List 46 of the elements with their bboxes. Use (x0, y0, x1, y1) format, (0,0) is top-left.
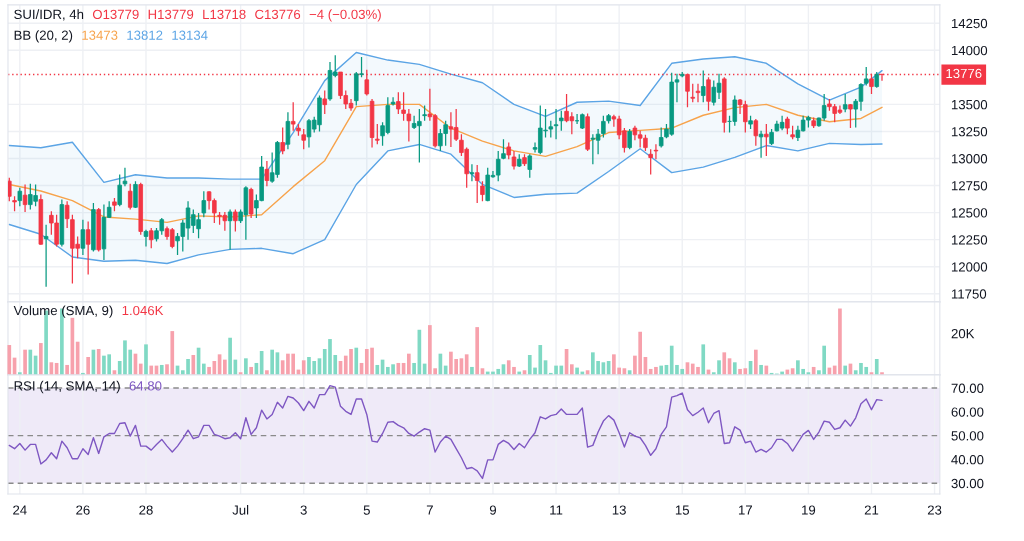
x-tick-label: 28 (139, 505, 153, 515)
text: BB (20, 2) (14, 30, 73, 43)
x-tick-label: 24 (13, 505, 27, 515)
x-tick-label: 13 (612, 505, 626, 515)
y-tick-label: 40.00 (951, 454, 984, 465)
x-tick-label: 19 (802, 505, 816, 515)
y-tick-label: 13500 (951, 99, 988, 110)
y-tick-label: 12250 (951, 235, 988, 245)
annotation: 64.80 (129, 381, 162, 391)
annotation: H13779 (148, 9, 194, 20)
y-tick-label: 11750 (951, 289, 987, 299)
x-tick-label: 15 (675, 505, 690, 515)
x-tick-label: 23 (927, 505, 942, 515)
x-tick-label: 17 (738, 505, 752, 515)
chart-title: SUI/IDR, 4h (14, 9, 84, 21)
x-tick-label: 7 (426, 505, 433, 515)
x-tick-label: 21 (864, 505, 879, 515)
x-tick-label: Jul (232, 505, 249, 515)
x-tick-label: 9 (489, 505, 497, 515)
y-tick-label: 60.00 (951, 407, 984, 417)
annotation: 13473 (82, 30, 118, 40)
ref-line-label: 13776 (946, 68, 982, 79)
y-tick-label: 13000 (951, 154, 988, 164)
annotation: O13779 (92, 9, 139, 20)
x-tick-label: 5 (363, 505, 370, 515)
y-tick-label: 30.00 (951, 478, 984, 489)
annotation: 1.046K (122, 305, 164, 316)
annotation: 13134 (172, 30, 208, 40)
y-tick-label: 14250 (951, 18, 988, 29)
annotation: −4 (−0.03%) (309, 9, 381, 22)
y-tick-label: 12750 (951, 181, 988, 191)
annotation: L13718 (203, 9, 246, 20)
y-tick-label: 70.00 (951, 383, 984, 393)
chart-title: Volume (SMA, 9) (13, 305, 113, 318)
x-tick-label: 11 (550, 505, 563, 515)
annotation: C13776 (255, 9, 301, 20)
y-tick-label: 50.00 (951, 431, 984, 441)
annotation: 13812 (127, 30, 163, 40)
text: 20K (951, 328, 975, 339)
x-tick-label: 26 (76, 505, 90, 515)
y-tick-label: 12500 (951, 208, 988, 218)
chart-title: RSI (14, SMA, 14) (14, 380, 120, 394)
y-tick-label: 13250 (951, 127, 988, 137)
y-tick-label: 14000 (951, 45, 988, 56)
y-tick-label: 12000 (951, 262, 988, 272)
x-tick-label: 3 (300, 505, 307, 515)
